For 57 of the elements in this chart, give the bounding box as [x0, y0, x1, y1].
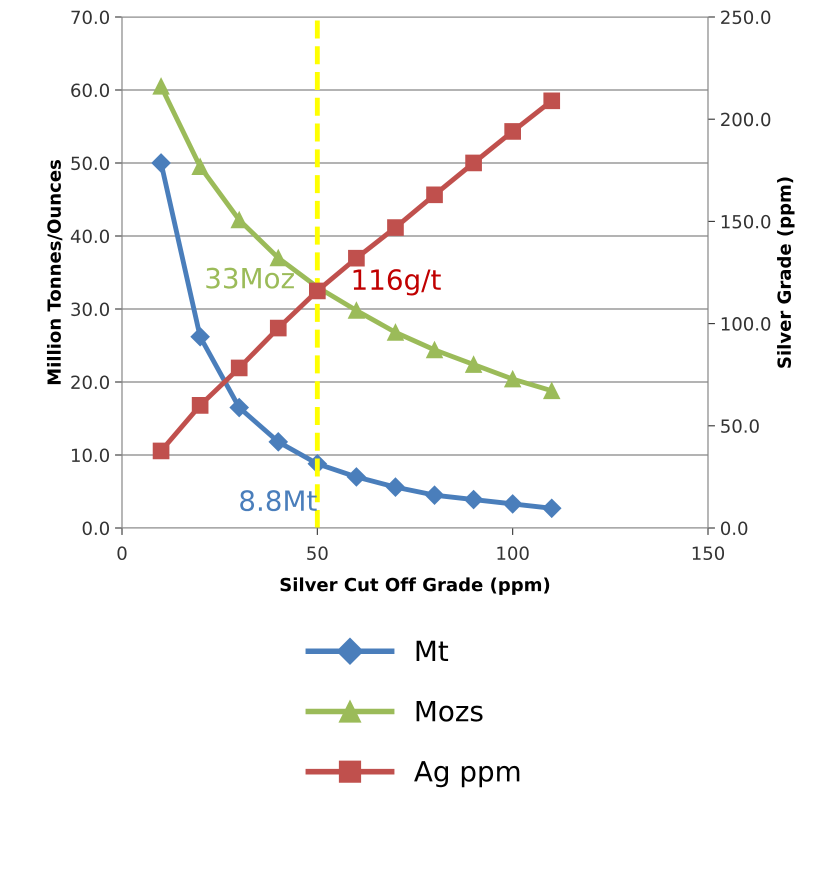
y2-tick-label: 0.0 [720, 521, 748, 536]
point [504, 123, 521, 140]
point [426, 342, 443, 358]
annotation: 8.8Mt [240, 490, 317, 512]
y-tick-label: 60.0 [71, 83, 109, 98]
point [504, 370, 521, 388]
y-tick-label: 10.0 [72, 448, 109, 462]
legend-label: Ag ppm [414, 761, 520, 788]
point [464, 490, 484, 510]
y-tick-label: 30.0 [71, 302, 109, 316]
point [152, 442, 170, 460]
point [230, 398, 249, 418]
annotation: 116g/t [354, 269, 441, 296]
x-tick-label: 50 [307, 546, 328, 560]
point [348, 302, 365, 319]
point [152, 153, 171, 173]
point [152, 78, 170, 95]
point [387, 219, 404, 236]
point [542, 498, 562, 518]
point [426, 186, 443, 204]
point [503, 494, 522, 514]
y-tick-label: 50.0 [71, 156, 109, 170]
point [268, 432, 288, 452]
x-tick-label: 100 [497, 546, 529, 560]
point [270, 320, 287, 336]
point [230, 360, 248, 376]
point [348, 250, 365, 267]
y2-tick-label: 150.0 [722, 214, 770, 229]
y-tick-label: 70.0 [71, 10, 109, 24]
point [543, 382, 560, 400]
point [346, 467, 366, 486]
y-tick-label: 40.0 [70, 229, 109, 244]
y-axis-title: Million Tonnes/Ounces [46, 160, 62, 384]
point [190, 327, 210, 346]
point [543, 92, 560, 110]
point [465, 154, 482, 172]
y2-tick-label: 50.0 [721, 419, 759, 433]
point [386, 478, 405, 497]
point [309, 282, 326, 300]
point [192, 158, 208, 175]
y2-tick-label: 250.0 [721, 10, 770, 24]
y-tick-label: 0.0 [82, 521, 109, 536]
point [270, 250, 287, 266]
point [192, 397, 208, 414]
y-tick-label: 20.0 [71, 375, 109, 390]
legend-label: Mozs [416, 700, 483, 722]
point [387, 324, 404, 341]
x-tick-label: 150 [692, 546, 724, 560]
x-axis-title: Silver Cut Off Grade (ppm) [280, 577, 550, 595]
point [425, 486, 444, 505]
y2-tick-label: 100.0 [722, 317, 770, 331]
annotation: 33Moz [206, 268, 294, 289]
point [465, 356, 482, 373]
x-tick-label: 0 [117, 546, 127, 560]
legend-label: Mt [416, 640, 448, 661]
y2-tick-label: 200.0 [721, 112, 770, 126]
y2-axis-title: Silver Grade (ppm) [777, 177, 795, 368]
